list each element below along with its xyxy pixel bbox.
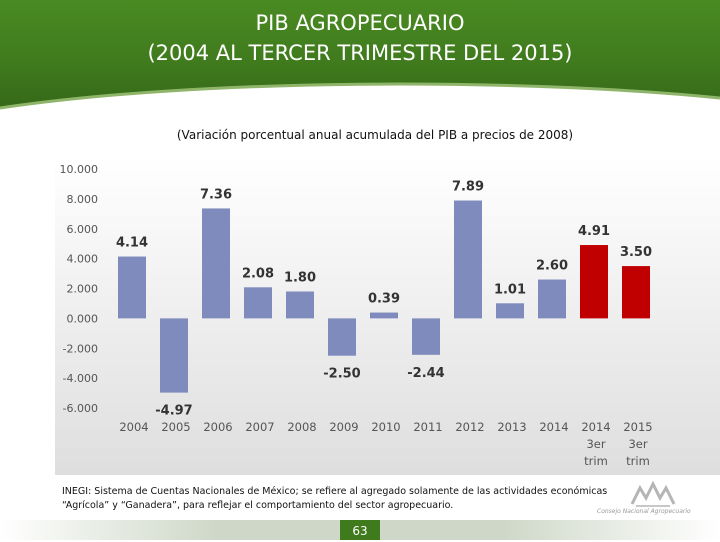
x-category-label: 2012 (455, 420, 484, 434)
y-tick-label: 8.000 (67, 193, 99, 206)
bar (328, 318, 356, 356)
header-curve-decoration (0, 82, 720, 123)
x-category-label: trim (626, 454, 650, 468)
bar (538, 279, 566, 319)
x-category-label: 2011 (413, 420, 442, 434)
bar (496, 303, 524, 319)
y-tick-label: 0.000 (67, 312, 99, 325)
x-category-label: trim (584, 454, 608, 468)
bar (244, 287, 272, 319)
x-category-label: 2015 (623, 420, 652, 434)
data-label: 7.89 (452, 180, 484, 195)
source-note-line-1: INEGI: Sistema de Cuentas Nacionales de … (62, 486, 608, 497)
data-label: 2.60 (536, 259, 568, 274)
bar (160, 318, 188, 393)
page-number: 63 (340, 520, 380, 540)
x-category-label: 2014 (539, 420, 568, 434)
x-category-label: 2009 (329, 420, 358, 434)
x-category-label: 3er (586, 437, 605, 451)
source-note-line-2: “Agrícola” y “Ganadera”, para reflejar e… (62, 500, 454, 511)
data-label: -2.44 (407, 366, 444, 381)
logo-caption: Consejo Nacional Agropecuario (597, 508, 691, 515)
x-category-label: 2008 (287, 420, 316, 434)
x-category-label: 2004 (119, 420, 148, 434)
bar (370, 312, 398, 319)
y-tick-label: 2.000 (67, 283, 99, 296)
x-category-label: 2005 (161, 420, 190, 434)
data-label: 0.39 (368, 292, 400, 307)
chart-subtitle: (Variación porcentual anual acumulada de… (176, 128, 574, 142)
page-title: PIB AGROPECUARIO (2004 AL TERCER TRIMEST… (0, 8, 720, 68)
data-label: -4.97 (155, 404, 192, 419)
cna-logo-icon (630, 480, 676, 507)
y-tick-label: 4.000 (67, 253, 99, 266)
bar (580, 245, 608, 319)
bar (118, 256, 146, 319)
y-tick-label: 10.000 (60, 163, 99, 176)
data-label: -2.50 (323, 367, 360, 382)
title-line-2: (2004 AL TERCER TRIMESTRE DEL 2015) (147, 41, 573, 65)
y-tick-label: 6.000 (67, 223, 99, 236)
bar (286, 291, 314, 319)
y-tick-label: -6.000 (63, 402, 98, 415)
x-category-label: 2006 (203, 420, 232, 434)
title-line-1: PIB AGROPECUARIO (255, 11, 465, 35)
data-label: 2.08 (242, 266, 274, 281)
data-label: 1.01 (494, 282, 526, 297)
bar (202, 208, 230, 319)
x-category-label: 2007 (245, 420, 274, 434)
x-category-label: 2013 (497, 420, 526, 434)
x-category-label: 2014 (581, 420, 610, 434)
x-category-label: 2010 (371, 420, 400, 434)
data-label: 3.50 (620, 245, 652, 260)
data-label: 7.36 (200, 187, 232, 202)
source-note: INEGI: Sistema de Cuentas Nacionales de … (62, 485, 642, 513)
data-label: 4.14 (116, 236, 148, 251)
x-category-label: 3er (628, 437, 647, 451)
bar (412, 318, 440, 355)
bar (454, 200, 482, 319)
data-label: 4.91 (578, 224, 610, 239)
bar (622, 266, 650, 319)
y-tick-label: -4.000 (63, 372, 98, 385)
y-tick-label: -2.000 (63, 342, 98, 355)
data-label: 1.80 (284, 270, 316, 285)
